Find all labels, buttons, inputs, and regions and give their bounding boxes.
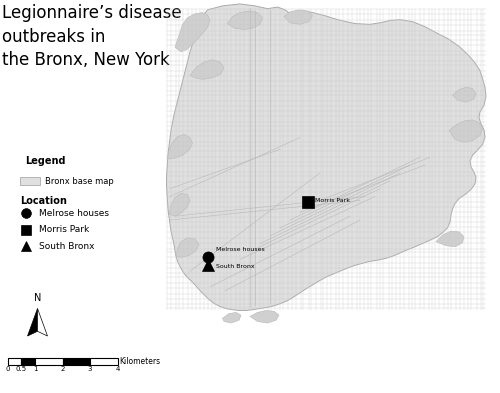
Bar (21, 358, 35, 365)
Text: N: N (34, 294, 41, 303)
Bar (20, 177, 40, 185)
Text: Morris Park: Morris Park (315, 198, 350, 204)
Text: 3: 3 (88, 366, 92, 372)
Polygon shape (449, 120, 482, 142)
Bar (62, 358, 90, 365)
Polygon shape (28, 309, 38, 336)
Polygon shape (436, 231, 464, 247)
Polygon shape (222, 312, 241, 323)
Polygon shape (38, 309, 48, 336)
Text: Melrose houses: Melrose houses (216, 246, 265, 252)
Text: Location: Location (20, 196, 67, 206)
Text: Legionnaire’s disease
outbreaks in
the Bronx, New York: Legionnaire’s disease outbreaks in the B… (2, 4, 182, 69)
Text: 2: 2 (60, 366, 64, 372)
Polygon shape (175, 13, 210, 52)
Text: South Bronx: South Bronx (39, 242, 94, 250)
Text: 4: 4 (116, 366, 119, 372)
Bar (90, 358, 118, 365)
Polygon shape (452, 87, 476, 102)
Bar (8, 358, 21, 365)
Polygon shape (169, 193, 190, 216)
Text: Kilometers: Kilometers (120, 357, 160, 365)
Polygon shape (284, 10, 312, 24)
Text: South Bronx: South Bronx (216, 264, 254, 269)
Text: 1: 1 (33, 366, 37, 372)
Polygon shape (166, 4, 486, 310)
Text: Morris Park: Morris Park (39, 225, 89, 234)
Polygon shape (250, 310, 279, 323)
Polygon shape (176, 238, 199, 257)
Text: Melrose houses: Melrose houses (39, 209, 109, 217)
Bar (35, 358, 62, 365)
Polygon shape (228, 11, 262, 29)
Text: 0: 0 (5, 366, 10, 372)
Text: Legend: Legend (25, 156, 65, 166)
Text: Bronx base map: Bronx base map (45, 177, 114, 185)
Polygon shape (190, 60, 224, 79)
Text: 0.5: 0.5 (16, 366, 27, 372)
Polygon shape (168, 134, 192, 159)
